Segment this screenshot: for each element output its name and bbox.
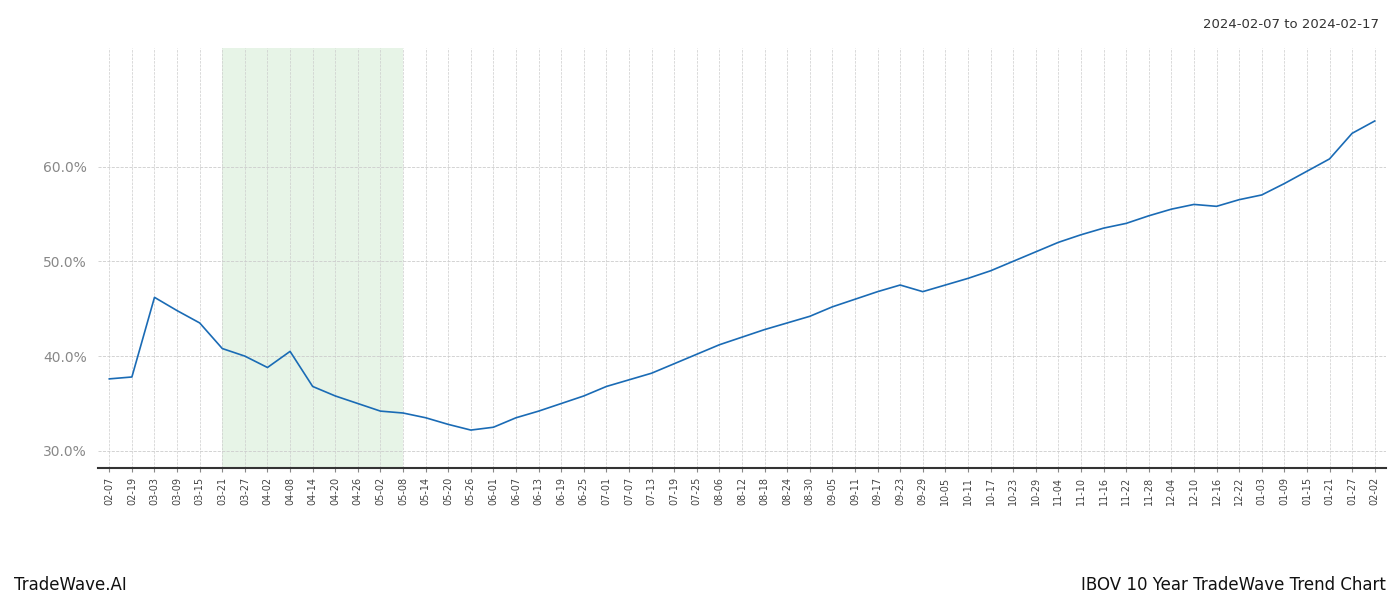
Text: TradeWave.AI: TradeWave.AI <box>14 576 127 594</box>
Text: IBOV 10 Year TradeWave Trend Chart: IBOV 10 Year TradeWave Trend Chart <box>1081 576 1386 594</box>
Text: 2024-02-07 to 2024-02-17: 2024-02-07 to 2024-02-17 <box>1203 18 1379 31</box>
Bar <box>223 48 403 468</box>
